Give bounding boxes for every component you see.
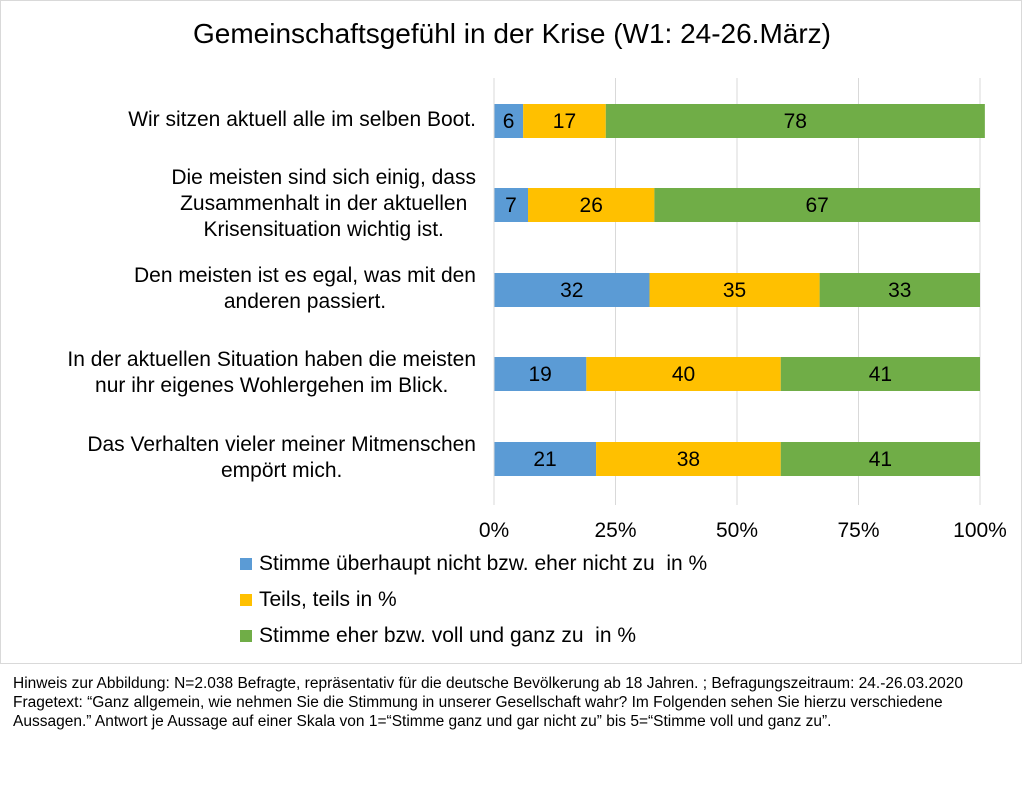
category-label-line: Krisensituation wichtig ist. xyxy=(203,218,444,241)
category-label-line: empört mich. xyxy=(220,459,343,482)
bar-data-label: 33 xyxy=(888,279,911,302)
bar-data-label: 21 xyxy=(533,448,556,471)
bar-segment xyxy=(605,104,985,138)
bar-segment xyxy=(649,273,820,307)
bar-data-label: 17 xyxy=(553,110,576,133)
bar-segment xyxy=(780,357,980,391)
legend-item: Stimme überhaupt nicht bzw. eher nicht z… xyxy=(240,552,707,576)
category-label-line: Die meisten sind sich einig, dass xyxy=(171,166,476,189)
bar-data-label: 6 xyxy=(503,110,515,133)
x-tick-label: 75% xyxy=(837,519,879,542)
category-label: Den meisten ist es egal, was mit den ande… xyxy=(134,263,476,315)
bar-segment xyxy=(780,442,980,476)
chart-title: Gemeinschaftsgefühl in der Krise (W1: 24… xyxy=(192,18,832,49)
legend-item: Teils, teils in % xyxy=(240,588,397,612)
notes-sample-info: Hinweis zur Abbildung: N=2.038 Befragte,… xyxy=(13,675,963,692)
figure-notes: Hinweis zur Abbildung: N=2.038 Befragte,… xyxy=(13,674,1013,731)
legend-swatch xyxy=(240,630,252,642)
bar-segment xyxy=(596,442,781,476)
category-label: Wir sitzen aktuell alle im selben Boot. xyxy=(128,107,476,133)
x-tick-label: 25% xyxy=(594,519,636,542)
bar-segment xyxy=(819,273,980,307)
stacked-bar-chart: 0% 25% 50% 75% 100% 6 17 78 7 26 67 32 35 33 19 40 41 21 3… xyxy=(479,78,1007,542)
category-label-line: Wir sitzen aktuell alle im selben Boot. xyxy=(128,108,476,131)
category-label-line: In der aktuellen Situation haben die mei… xyxy=(67,348,476,371)
category-label-line: Das Verhalten vieler meiner Mitmenschen xyxy=(87,433,476,456)
category-label: Die meisten sind sich einig, dass Zusamme… xyxy=(171,165,476,243)
bar-segment xyxy=(494,357,587,391)
legend-swatch xyxy=(240,594,252,606)
bar-segment xyxy=(494,273,650,307)
category-label-line: Den meisten ist es egal, was mit den xyxy=(134,264,476,287)
bar-data-label: 78 xyxy=(784,110,807,133)
legend-swatch xyxy=(240,558,252,570)
category-label-line: nur ihr eigenes Wohlergehen im Blick. xyxy=(95,374,449,397)
legend-label: Stimme eher bzw. voll und ganz zu in % xyxy=(259,624,637,647)
bar-data-label: 67 xyxy=(806,194,829,217)
bar-data-label: 41 xyxy=(869,448,892,471)
category-label: In der aktuellen Situation haben die mei… xyxy=(67,347,476,399)
category-label-line: Zusammenhalt in der aktuellen xyxy=(180,192,468,215)
bar-segment xyxy=(654,188,980,222)
bar-data-label: 38 xyxy=(677,448,700,471)
bar-segment xyxy=(494,188,529,222)
bar-data-label: 7 xyxy=(505,194,517,217)
bar-segment xyxy=(494,104,524,138)
bar-data-label: 19 xyxy=(528,363,551,386)
legend-label: Teils, teils in % xyxy=(259,588,397,611)
bar-data-label: 32 xyxy=(560,279,583,302)
bar-data-label: 40 xyxy=(672,363,695,386)
x-tick-label: 100% xyxy=(953,519,1007,542)
bar-segment xyxy=(528,188,655,222)
legend-label: Stimme überhaupt nicht bzw. eher nicht z… xyxy=(259,552,708,575)
bar-segment xyxy=(586,357,781,391)
category-label: Das Verhalten vieler meiner Mitmenschen e… xyxy=(87,432,476,484)
legend-item: Stimme eher bzw. voll und ganz zu in % xyxy=(240,624,636,648)
bar-segment xyxy=(523,104,606,138)
bar-data-label: 41 xyxy=(869,363,892,386)
notes-question-text: Fragetext: “Ganz allgemein, wie nehmen S… xyxy=(13,694,943,730)
x-tick-label: 0% xyxy=(479,519,509,542)
bar-segment xyxy=(494,442,597,476)
x-tick-label: 50% xyxy=(716,519,758,542)
bar-data-label: 35 xyxy=(723,279,746,302)
bar-data-label: 26 xyxy=(580,194,603,217)
category-label-line: anderen passiert. xyxy=(223,290,387,313)
